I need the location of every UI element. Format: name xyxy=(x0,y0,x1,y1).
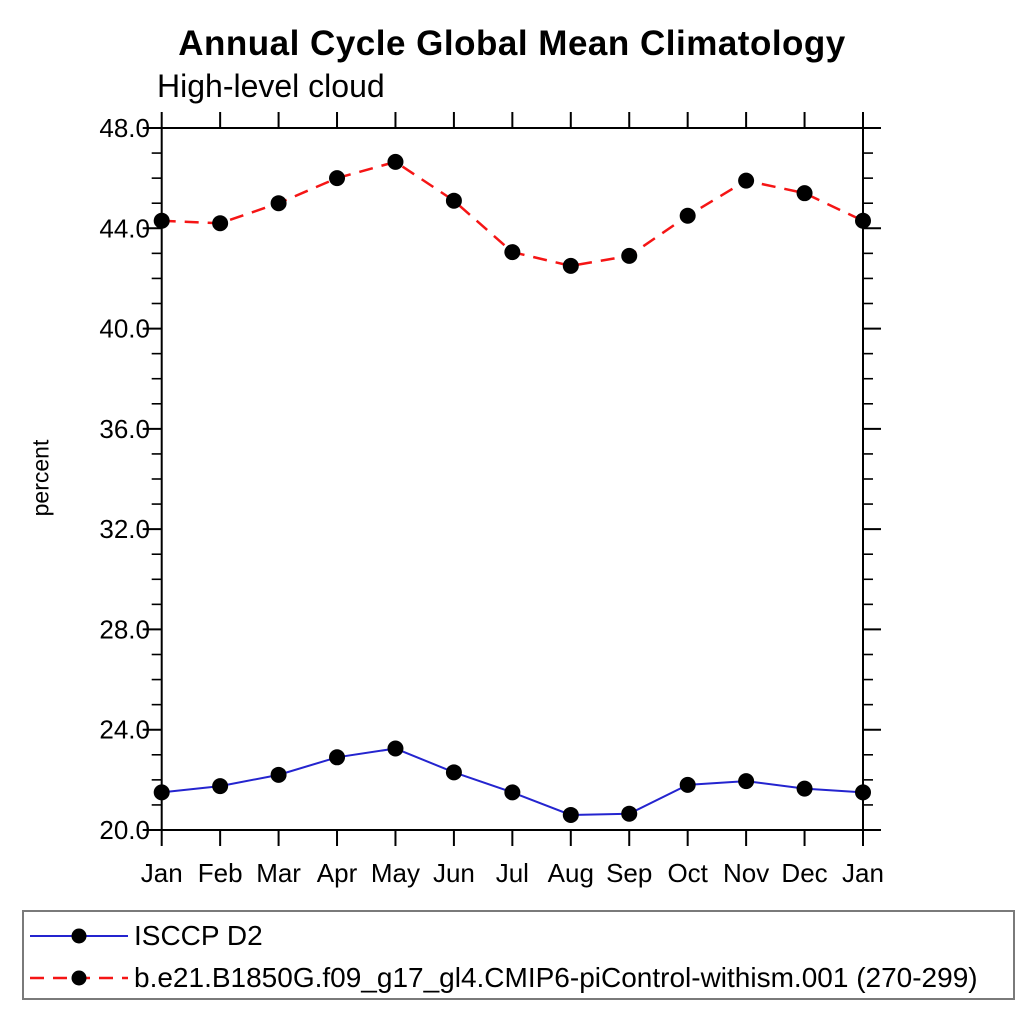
legend-label: b.e21.B1850G.f09_g17_gl4.CMIP6-piControl… xyxy=(134,962,978,993)
x-tick-label: Oct xyxy=(667,858,708,888)
data-point-marker xyxy=(153,784,170,801)
y-tick-label: 40.0 xyxy=(99,314,150,344)
data-point-marker xyxy=(212,215,229,232)
data-point-marker xyxy=(562,806,579,823)
data-point-marker xyxy=(329,749,346,766)
data-point-marker xyxy=(738,773,755,790)
data-point-marker xyxy=(855,784,871,801)
data-point-marker xyxy=(329,170,346,187)
x-tick-label: Dec xyxy=(781,858,827,888)
legend-line-icon xyxy=(30,970,128,986)
data-point-marker xyxy=(679,776,696,793)
x-tick-label: Aug xyxy=(548,858,594,888)
plot-frame xyxy=(160,127,864,831)
legend-label: ISCCP D2 xyxy=(134,920,263,951)
x-tick-label: Apr xyxy=(317,858,358,888)
y-tick-label: 48.0 xyxy=(99,113,150,143)
data-point-marker xyxy=(387,153,404,170)
x-tick-label: May xyxy=(371,858,420,888)
x-tick-label: Jan xyxy=(141,858,183,888)
data-point-marker xyxy=(621,805,638,822)
data-point-marker xyxy=(738,172,755,189)
data-point-marker xyxy=(504,244,521,261)
y-tick-label: 32.0 xyxy=(99,514,150,544)
x-tick-label: Nov xyxy=(723,858,769,888)
y-tick-label: 44.0 xyxy=(99,213,150,243)
y-tick-label: 36.0 xyxy=(99,414,150,444)
legend-box: ISCCP D2 b.e21.B1850G.f09_g17_gl4.CMIP6-… xyxy=(22,910,1015,1000)
data-point-marker xyxy=(679,207,696,224)
data-point-marker xyxy=(445,764,462,781)
data-point-marker xyxy=(270,195,287,212)
data-point-marker xyxy=(445,192,462,209)
data-point-marker xyxy=(562,257,579,274)
x-tick-label: Jul xyxy=(496,858,529,888)
legend-item: ISCCP D2 xyxy=(28,918,263,954)
y-tick-label: 28.0 xyxy=(99,614,150,644)
x-tick-label: Jan xyxy=(842,858,884,888)
data-point-marker xyxy=(387,740,404,757)
legend-line-icon xyxy=(30,928,128,944)
data-point-marker xyxy=(270,766,287,783)
chart-title: Annual Cycle Global Mean Climatology xyxy=(178,24,846,63)
data-point-marker xyxy=(153,212,170,229)
x-tick-label: Sep xyxy=(606,858,652,888)
data-point-marker xyxy=(796,185,813,202)
x-tick-label: Mar xyxy=(256,858,301,888)
data-point-marker xyxy=(504,784,521,801)
data-point-marker xyxy=(796,780,813,797)
y-tick-label: 20.0 xyxy=(99,815,150,845)
legend-item: b.e21.B1850G.f09_g17_gl4.CMIP6-piControl… xyxy=(28,960,978,996)
data-point-marker xyxy=(855,212,871,229)
x-tick-label: Feb xyxy=(198,858,243,888)
y-tick-label: 24.0 xyxy=(99,715,150,745)
x-tick-label: Jun xyxy=(433,858,475,888)
data-point-marker xyxy=(621,247,638,264)
chart-subtitle: High-level cloud xyxy=(157,68,385,104)
data-point-marker xyxy=(212,778,229,795)
series-line-0 xyxy=(161,747,864,816)
